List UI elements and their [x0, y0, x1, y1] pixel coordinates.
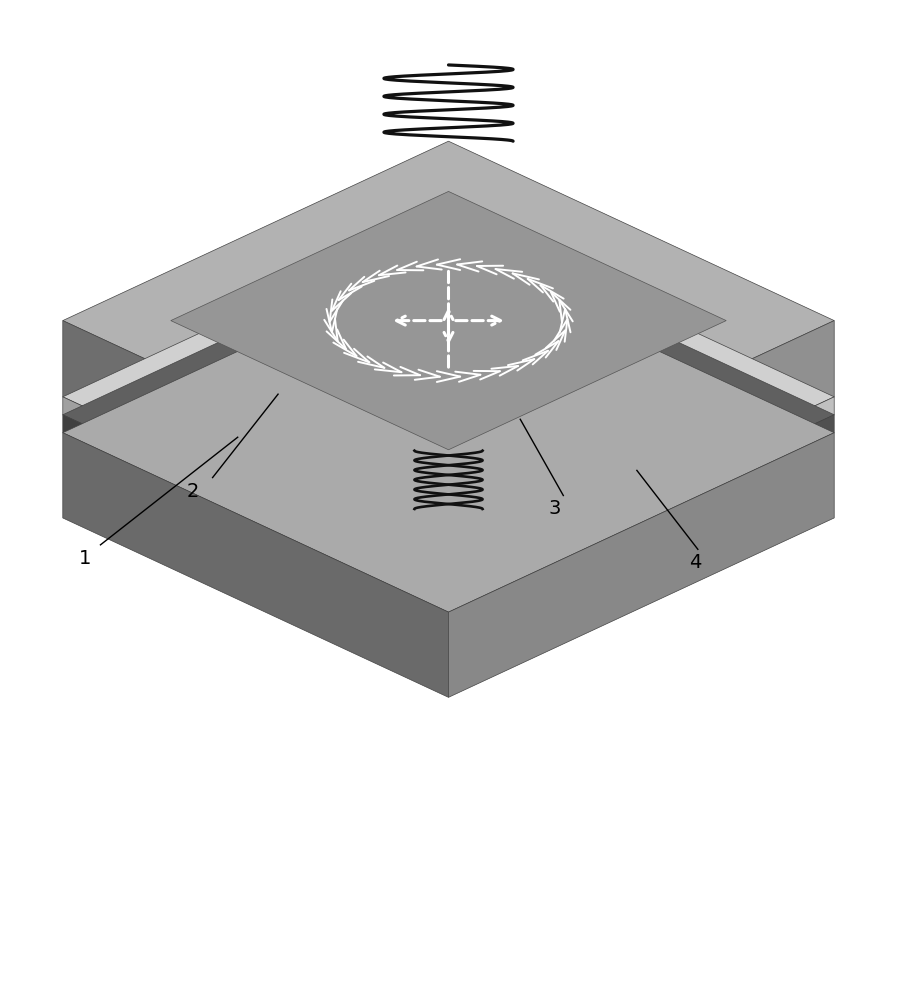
Polygon shape — [170, 191, 727, 450]
Polygon shape — [63, 415, 448, 612]
Polygon shape — [63, 321, 448, 576]
Text: 4: 4 — [689, 553, 701, 572]
Polygon shape — [63, 253, 834, 612]
Text: 3: 3 — [548, 499, 561, 518]
Text: 1: 1 — [79, 549, 91, 568]
Polygon shape — [63, 397, 448, 594]
Polygon shape — [63, 433, 448, 697]
Text: 2: 2 — [187, 482, 199, 501]
Polygon shape — [63, 141, 834, 500]
Polygon shape — [448, 433, 834, 697]
Polygon shape — [63, 235, 834, 594]
Polygon shape — [448, 397, 834, 594]
Polygon shape — [448, 415, 834, 612]
Polygon shape — [448, 321, 834, 576]
Polygon shape — [63, 217, 834, 576]
